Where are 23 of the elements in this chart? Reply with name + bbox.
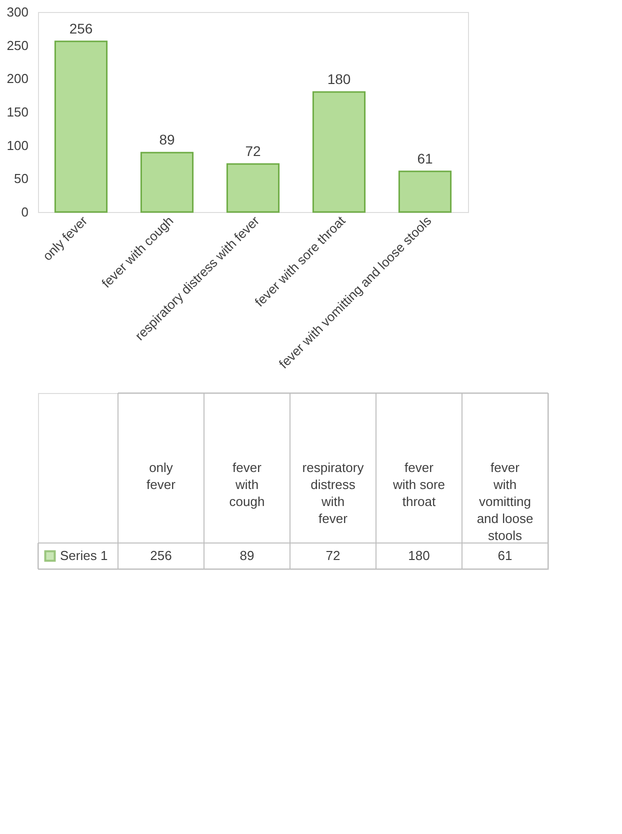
text: 256 [150,548,172,563]
y-tick-label: 300 [6,4,28,20]
text: 61 [498,548,512,563]
category-label: respiratory distress with fever [302,460,364,526]
text: 180 [408,548,430,563]
y-tick-label: 50 [14,171,28,186]
category-label: fever with cough [229,460,265,509]
y-tick-label: 150 [6,104,28,120]
text: 89 [240,548,254,563]
category-label: only fever [146,460,176,492]
data-label: 89 [159,132,175,148]
y-tick-label: 0 [21,204,28,220]
y-tick-label: 200 [6,71,28,86]
legend-label: Series 1 [60,548,108,563]
data-label: 180 [327,71,351,87]
data-label: 72 [245,143,261,159]
data-label: 61 [417,150,433,166]
text: 72 [326,548,340,563]
category-label: fever with sore throat [392,460,446,509]
y-tick-label: 250 [6,38,28,53]
category-label: fever with vomitting and loose stools [476,460,534,543]
data-label: 256 [69,20,93,36]
y-tick-label: 100 [6,138,28,153]
